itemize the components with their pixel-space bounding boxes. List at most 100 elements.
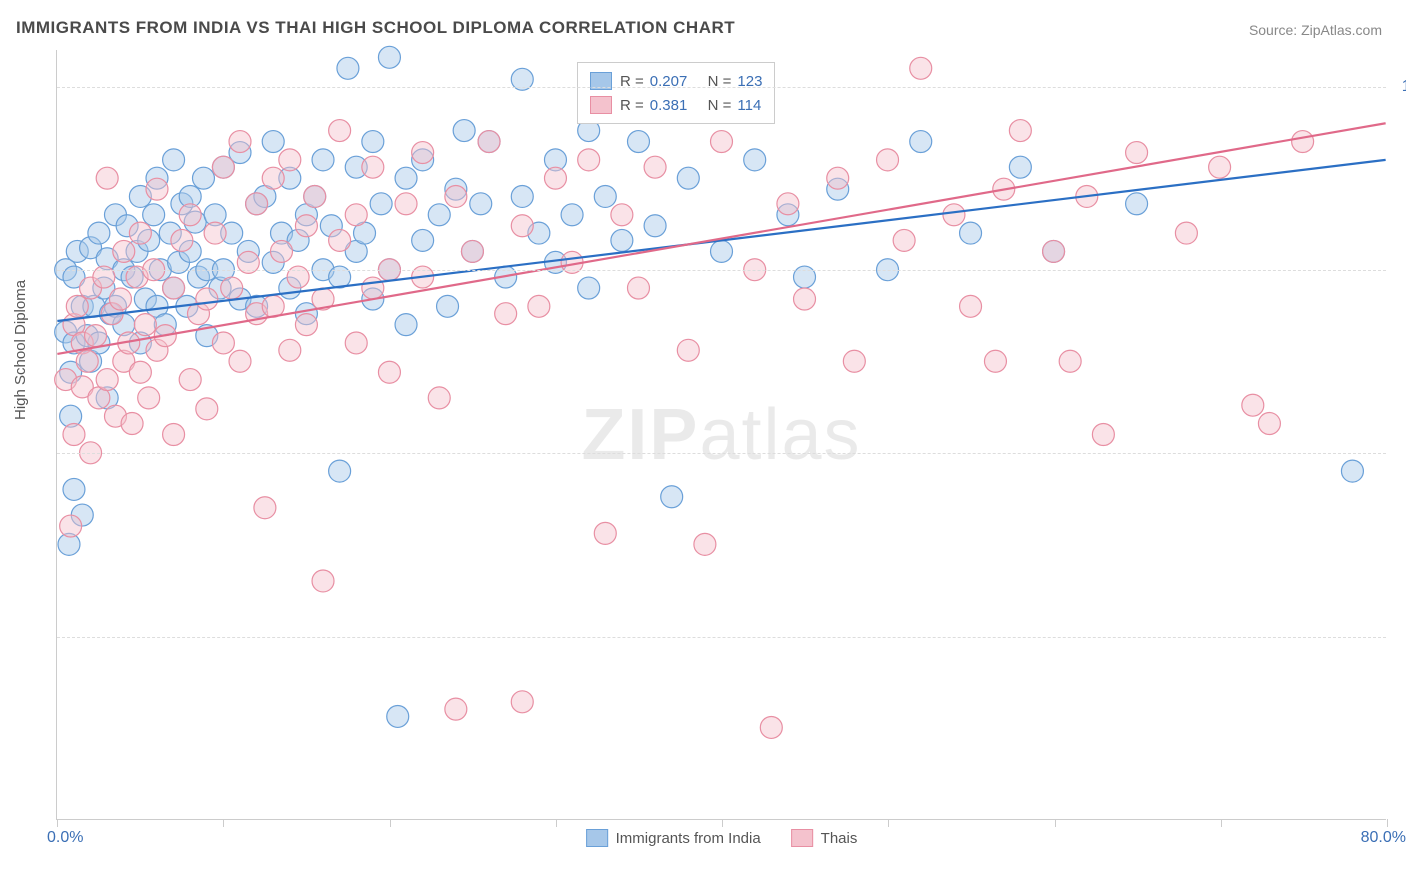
- data-point: [644, 215, 666, 237]
- data-point: [271, 240, 293, 262]
- data-point: [337, 57, 359, 79]
- data-point: [744, 149, 766, 171]
- x-tick: [888, 819, 889, 827]
- data-point: [60, 515, 82, 537]
- y-tick-label: 100.0%: [1402, 78, 1406, 96]
- data-point: [893, 229, 915, 251]
- data-point: [478, 131, 500, 153]
- x-tick: [556, 819, 557, 827]
- data-point: [229, 350, 251, 372]
- data-point: [511, 691, 533, 713]
- data-point: [1242, 394, 1264, 416]
- data-point: [1059, 350, 1081, 372]
- data-point: [345, 204, 367, 226]
- data-point: [461, 240, 483, 262]
- data-point: [192, 167, 214, 189]
- data-point: [511, 185, 533, 207]
- data-point: [694, 533, 716, 555]
- data-point: [295, 215, 317, 237]
- data-point: [387, 705, 409, 727]
- x-axis-max-label: 80.0%: [1361, 829, 1406, 847]
- data-point: [345, 332, 367, 354]
- data-point: [677, 339, 699, 361]
- data-point: [329, 460, 351, 482]
- data-point: [88, 222, 110, 244]
- data-point: [370, 193, 392, 215]
- data-point: [544, 167, 566, 189]
- r-value-thais: 0.381: [650, 97, 688, 114]
- x-tick: [1387, 819, 1388, 827]
- data-point: [295, 314, 317, 336]
- r-label: R =: [620, 97, 644, 114]
- chart-plot-area: ZIPatlas R = 0.207 N = 123 R = 0.381 N =…: [56, 50, 1386, 820]
- legend-swatch-thais-bottom: [791, 829, 813, 847]
- data-point: [171, 229, 193, 251]
- legend-swatch-india-bottom: [586, 829, 608, 847]
- data-point: [312, 570, 334, 592]
- data-point: [578, 277, 600, 299]
- data-point: [1209, 156, 1231, 178]
- data-point: [910, 57, 932, 79]
- data-point: [362, 156, 384, 178]
- data-point: [827, 167, 849, 189]
- x-tick: [1221, 819, 1222, 827]
- data-point: [943, 204, 965, 226]
- data-point: [760, 716, 782, 738]
- data-point: [1258, 413, 1280, 435]
- data-point: [76, 350, 98, 372]
- data-point: [412, 142, 434, 164]
- data-point: [146, 178, 168, 200]
- series-legend: Immigrants from India Thais: [586, 829, 858, 847]
- data-point: [910, 131, 932, 153]
- legend-row-thais: R = 0.381 N = 114: [590, 93, 762, 117]
- data-point: [63, 424, 85, 446]
- data-point: [711, 131, 733, 153]
- data-point: [229, 131, 251, 153]
- data-point: [453, 120, 475, 142]
- legend-item-thais: Thais: [791, 829, 858, 847]
- data-point: [196, 398, 218, 420]
- gridline: [57, 453, 1386, 454]
- data-point: [96, 369, 118, 391]
- legend-item-india: Immigrants from India: [586, 829, 761, 847]
- data-point: [1043, 240, 1065, 262]
- data-point: [212, 332, 234, 354]
- data-point: [395, 314, 417, 336]
- scatter-svg: [57, 50, 1386, 819]
- data-point: [63, 478, 85, 500]
- legend-row-india: R = 0.207 N = 123: [590, 69, 762, 93]
- source-attribution: Source: ZipAtlas.com: [1249, 22, 1382, 38]
- data-point: [109, 288, 131, 310]
- data-point: [877, 149, 899, 171]
- data-point: [1126, 142, 1148, 164]
- data-point: [578, 149, 600, 171]
- data-point: [1092, 424, 1114, 446]
- gridline: [57, 637, 1386, 638]
- data-point: [246, 193, 268, 215]
- data-point: [204, 222, 226, 244]
- data-point: [711, 240, 733, 262]
- data-point: [85, 325, 107, 347]
- data-point: [960, 295, 982, 317]
- data-point: [644, 156, 666, 178]
- x-tick: [1055, 819, 1056, 827]
- data-point: [437, 295, 459, 317]
- data-point: [495, 303, 517, 325]
- chart-title: IMMIGRANTS FROM INDIA VS THAI HIGH SCHOO…: [16, 18, 735, 38]
- data-point: [129, 361, 151, 383]
- data-point: [134, 314, 156, 336]
- legend-label-thais: Thais: [821, 830, 858, 847]
- x-tick: [390, 819, 391, 827]
- data-point: [1292, 131, 1314, 153]
- legend-swatch-thais: [590, 96, 612, 114]
- data-point: [329, 120, 351, 142]
- gridline: [57, 87, 1386, 88]
- data-point: [627, 277, 649, 299]
- data-point: [843, 350, 865, 372]
- x-axis-min-label: 0.0%: [47, 829, 83, 847]
- data-point: [528, 295, 550, 317]
- data-point: [1009, 156, 1031, 178]
- data-point: [470, 193, 492, 215]
- x-tick: [722, 819, 723, 827]
- n-label: N =: [708, 97, 732, 114]
